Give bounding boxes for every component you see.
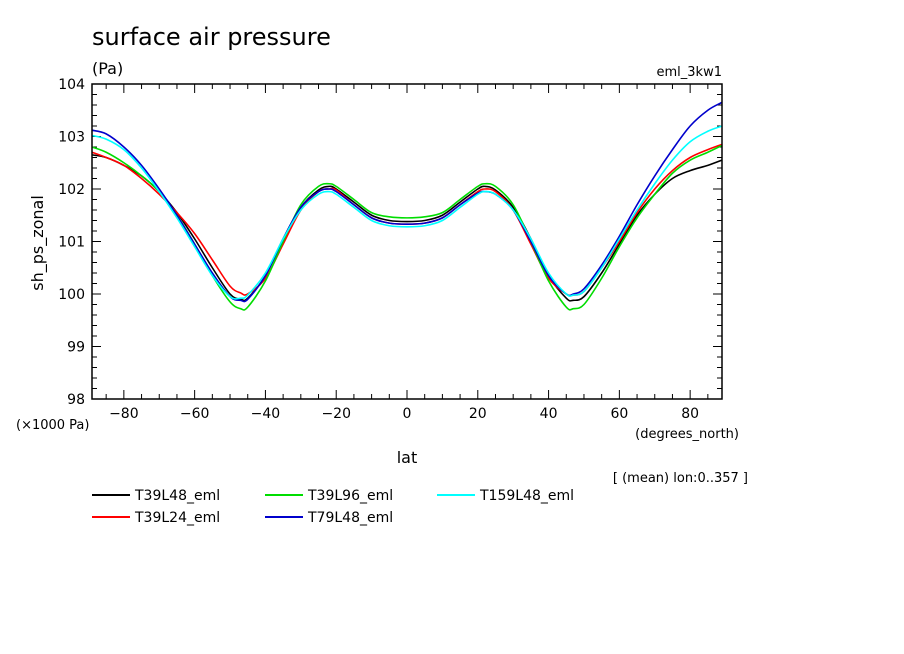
y-tick-label: 100: [58, 287, 85, 303]
axis-tick-labels: −80 −60 −40 −20 0 20 40 60 80 98 99 100 101 102 103 104: [58, 77, 699, 422]
legend-label-T39L24_eml: T39L24_eml: [134, 510, 220, 526]
series-lines: [91, 101, 723, 311]
x-tick-label: −40: [251, 406, 281, 422]
y-tick-label: 99: [67, 340, 85, 356]
plot-frame: [91, 83, 723, 400]
legend-label-T39L48_eml: T39L48_eml: [134, 488, 220, 504]
legend-label-T39L96_eml: T39L96_eml: [307, 488, 393, 504]
series-line-T79L48_eml: [91, 101, 723, 303]
y-axis-label: sh_ps_zonal: [28, 195, 48, 291]
series-line-T39L24_eml: [91, 143, 723, 297]
x-tick-label: 80: [681, 406, 699, 422]
x-tick-label: 0: [403, 406, 412, 422]
y-tick-label: 104: [58, 77, 85, 93]
units-label: (Pa): [92, 59, 123, 78]
y-tick-label: 102: [58, 182, 85, 198]
x-tick-label: −60: [180, 406, 210, 422]
y-tick-label: 98: [67, 392, 85, 408]
x-tick-label: 60: [610, 406, 628, 422]
series-line-T159L48_eml: [91, 125, 723, 300]
averaging-note: [ (mean) lon:0..357 ]: [613, 471, 748, 486]
chart-title: surface air pressure: [92, 23, 331, 51]
x-tick-label: −80: [109, 406, 139, 422]
legend-label-T79L48_eml: T79L48_eml: [307, 510, 393, 526]
x-tick-label: 40: [540, 406, 558, 422]
x-units-label: (degrees_north): [635, 427, 739, 442]
series-line-T39L48_eml: [91, 154, 723, 302]
legend-label-T159L48_eml: T159L48_eml: [479, 488, 574, 504]
experiment-label: eml_3kw1: [657, 65, 722, 80]
x-axis-label: lat: [397, 448, 418, 467]
y-scale-label: (×1000 Pa): [16, 418, 89, 433]
y-tick-label: 103: [58, 130, 85, 146]
x-tick-label: −20: [321, 406, 351, 422]
axis-ticks: [92, 83, 722, 400]
y-tick-label: 101: [58, 235, 85, 251]
x-tick-label: 20: [469, 406, 487, 422]
legend: T39L48_eml T39L24_eml T39L96_eml T79L48_eml…: [92, 488, 574, 526]
